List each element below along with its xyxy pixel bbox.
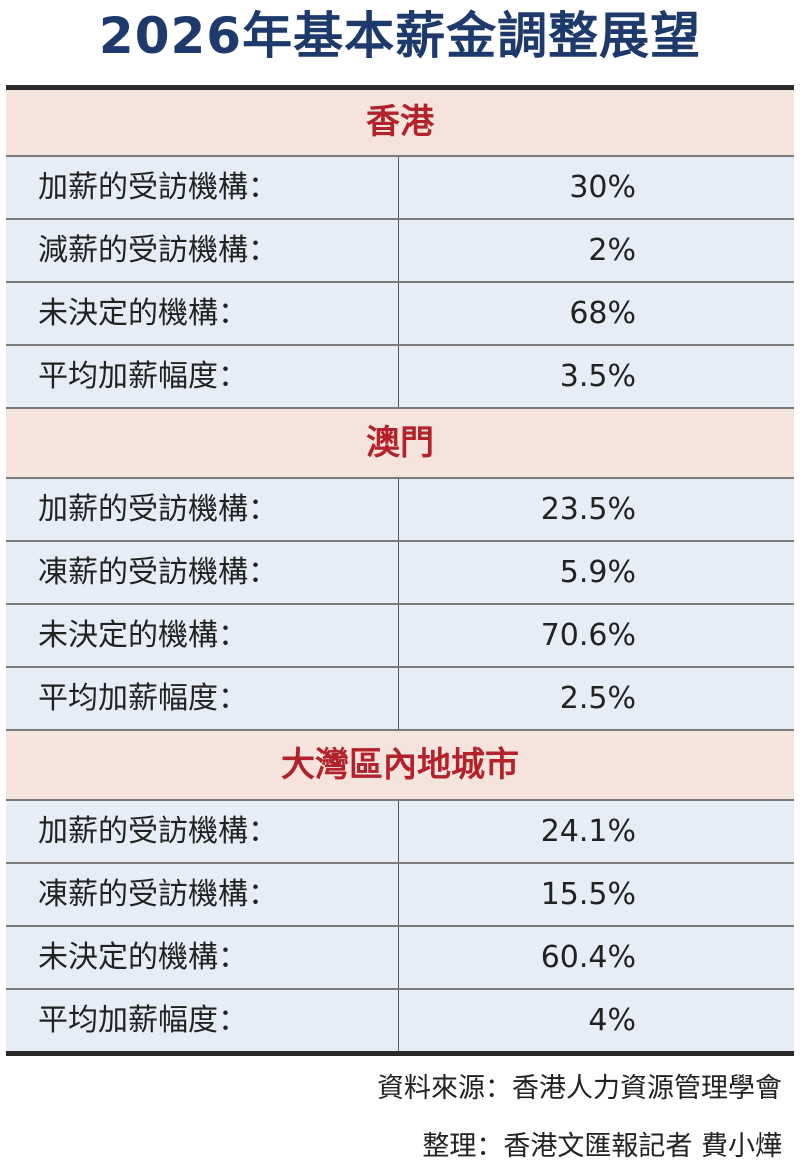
source-note: 資料來源：香港人力資源管理學會 xyxy=(377,1073,782,1104)
section-heading: 澳門 xyxy=(6,409,794,479)
row-label: 加薪的受訪機構： xyxy=(6,479,399,540)
row-value: 15.5% xyxy=(540,877,636,912)
table-row: 減薪的受訪機構： 2% xyxy=(6,220,794,283)
row-value: 60.4% xyxy=(540,940,636,975)
table-row: 平均加薪幅度： 3.5% xyxy=(6,346,794,409)
row-label: 減薪的受訪機構： xyxy=(6,220,399,281)
row-label: 凍薪的受訪機構： xyxy=(6,864,399,925)
table-row: 未決定的機構： 68% xyxy=(6,283,794,346)
table-row: 加薪的受訪機構： 30% xyxy=(6,157,794,220)
table-row: 凍薪的受訪機構： 5.9% xyxy=(6,542,794,605)
row-label: 加薪的受訪機構： xyxy=(6,157,399,218)
row-value: 5.9% xyxy=(559,555,636,590)
row-value: 24.1% xyxy=(540,814,636,849)
row-label: 平均加薪幅度： xyxy=(6,346,399,407)
row-value: 30% xyxy=(569,170,636,205)
section-macau: 澳門 加薪的受訪機構： 23.5% 凍薪的受訪機構： 5.9% 未決定的機構： 70.… xyxy=(6,409,794,731)
row-value: 2% xyxy=(588,233,636,268)
row-label: 加薪的受訪機構： xyxy=(6,801,399,862)
row-value: 70.6% xyxy=(540,618,636,653)
row-label: 未決定的機構： xyxy=(6,927,399,988)
page-title: 2026年基本薪金調整展望 xyxy=(98,7,702,65)
row-value: 68% xyxy=(569,296,636,331)
table-row: 平均加薪幅度： 4% xyxy=(6,990,794,1051)
table-row: 平均加薪幅度： 2.5% xyxy=(6,668,794,731)
salary-table: 香港 加薪的受訪機構： 30% 減薪的受訪機構： 2% 未決定的機構： 68% 平均加… xyxy=(6,85,794,1056)
row-value: 4% xyxy=(588,1003,636,1038)
section-greater-bay-area: 大灣區內地城市 加薪的受訪機構： 24.1% 凍薪的受訪機構： 15.5% 未決定的… xyxy=(6,731,794,1051)
row-label: 平均加薪幅度： xyxy=(6,990,399,1051)
row-value: 23.5% xyxy=(540,492,636,527)
section-hong-kong: 香港 加薪的受訪機構： 30% 減薪的受訪機構： 2% 未決定的機構： 68% 平均加… xyxy=(6,90,794,409)
row-value: 2.5% xyxy=(559,681,636,716)
row-label: 未決定的機構： xyxy=(6,283,399,344)
row-label: 未決定的機構： xyxy=(6,605,399,666)
section-heading: 香港 xyxy=(6,90,794,157)
row-label: 平均加薪幅度： xyxy=(6,668,399,729)
section-heading: 大灣區內地城市 xyxy=(6,731,794,801)
row-label: 凍薪的受訪機構： xyxy=(6,542,399,603)
table-row: 未決定的機構： 70.6% xyxy=(6,605,794,668)
table-row: 未決定的機構： 60.4% xyxy=(6,927,794,990)
compiled-by-note: 整理：香港文匯報記者 費小燁 xyxy=(422,1131,782,1162)
table-row: 加薪的受訪機構： 24.1% xyxy=(6,801,794,864)
row-value: 3.5% xyxy=(559,359,636,394)
table-row: 凍薪的受訪機構： 15.5% xyxy=(6,864,794,927)
table-row: 加薪的受訪機構： 23.5% xyxy=(6,479,794,542)
